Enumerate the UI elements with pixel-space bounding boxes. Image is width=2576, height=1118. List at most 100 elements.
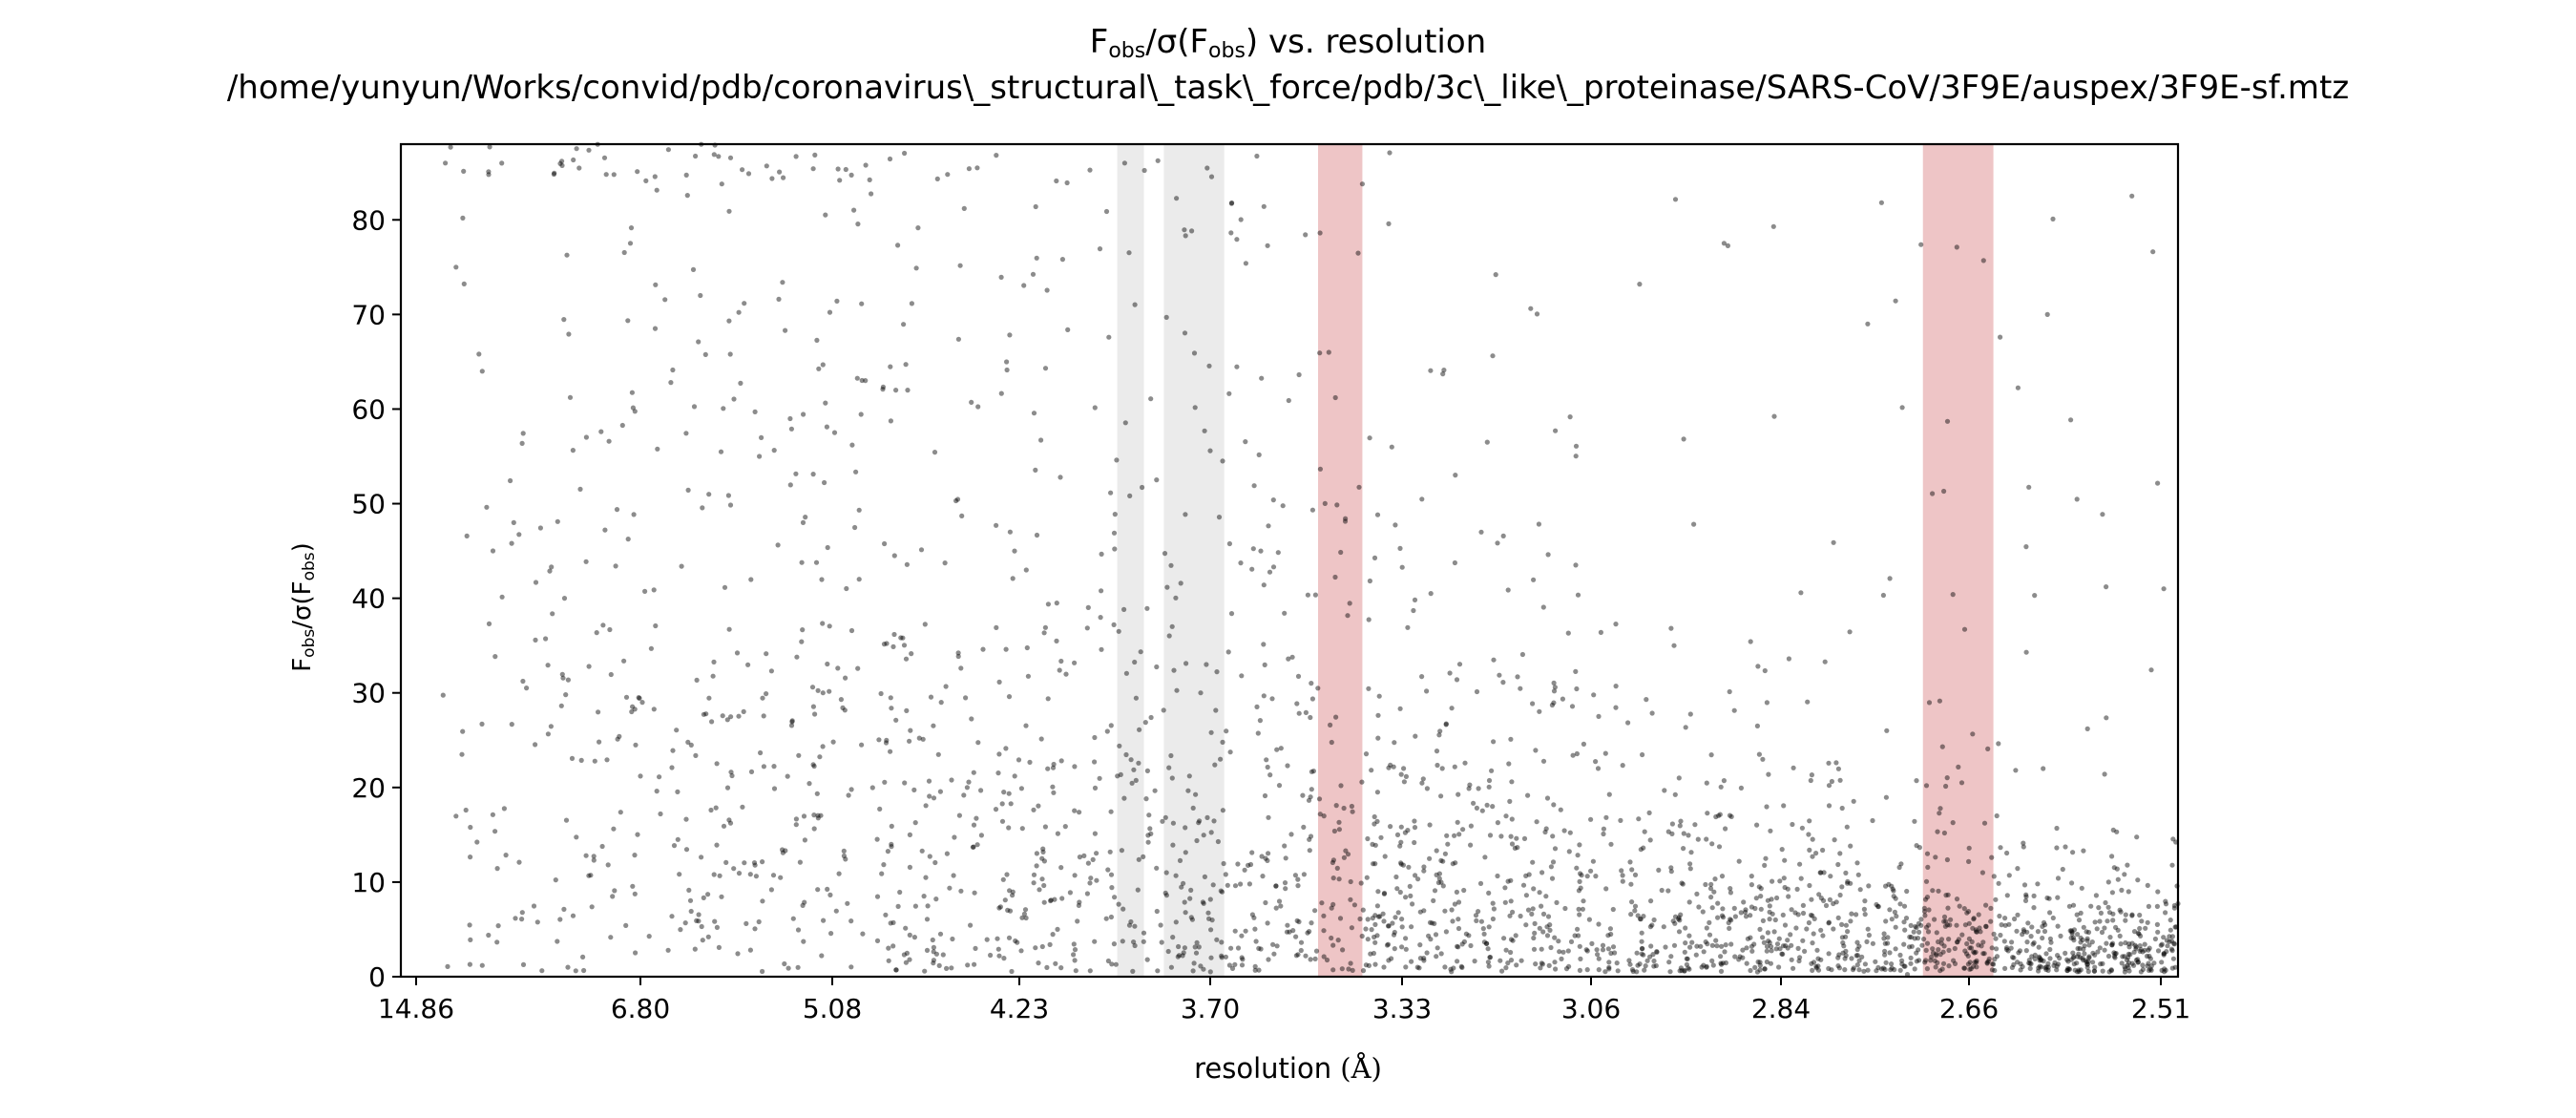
data-point <box>1764 959 1770 965</box>
data-point <box>931 960 936 966</box>
data-point <box>598 429 604 434</box>
data-point <box>534 919 540 925</box>
data-point <box>1372 934 1377 940</box>
data-point <box>699 854 704 860</box>
data-point <box>1577 943 1582 949</box>
data-point <box>1381 890 1388 897</box>
data-point <box>1684 956 1689 961</box>
data-point <box>1721 241 1727 246</box>
data-point <box>1185 788 1191 793</box>
data-point <box>1076 902 1081 909</box>
data-point <box>1875 904 1881 910</box>
data-point <box>1440 858 1446 864</box>
data-point <box>2099 929 2105 936</box>
data-point <box>1539 960 1544 966</box>
data-point <box>1894 914 1899 919</box>
data-point <box>2098 910 2104 917</box>
data-point <box>1428 937 1434 942</box>
data-point <box>1394 832 1401 838</box>
data-point <box>1509 841 1516 847</box>
data-point <box>1189 228 1195 234</box>
data-point <box>1007 332 1013 338</box>
data-point <box>1235 861 1241 867</box>
data-point <box>2038 957 2043 962</box>
data-point <box>2081 946 2086 952</box>
data-point <box>1306 797 1312 803</box>
data-point <box>836 871 842 876</box>
data-point <box>1955 939 1960 945</box>
data-point <box>1419 496 1425 502</box>
data-point <box>1371 950 1376 957</box>
data-point <box>1427 919 1434 925</box>
data-point <box>2055 895 2061 900</box>
data-point <box>637 695 642 702</box>
data-point <box>1261 693 1267 699</box>
data-point <box>2165 943 2170 949</box>
data-point <box>793 471 799 476</box>
data-point <box>1935 960 1940 966</box>
data-point <box>819 577 825 582</box>
data-point <box>969 399 974 405</box>
data-point <box>653 282 659 287</box>
data-point <box>516 859 522 865</box>
data-point <box>2171 905 2177 911</box>
data-point <box>1908 960 1914 966</box>
data-point <box>1051 790 1057 795</box>
data-point <box>713 805 719 811</box>
data-point <box>2070 850 2076 855</box>
data-point <box>669 914 675 919</box>
data-point <box>1709 942 1715 948</box>
data-point <box>841 848 847 854</box>
data-point <box>1393 915 1398 920</box>
data-point <box>1445 841 1451 847</box>
data-point <box>1208 830 1214 835</box>
data-point <box>1971 917 1977 922</box>
data-point <box>1426 933 1432 939</box>
data-point <box>2045 967 2051 974</box>
data-point <box>1309 681 1314 686</box>
data-point <box>903 925 909 931</box>
data-point <box>1298 939 1305 945</box>
data-point <box>486 621 492 627</box>
data-point <box>1833 760 1839 766</box>
data-point <box>675 836 681 842</box>
data-point <box>1749 882 1754 888</box>
data-point <box>621 249 627 256</box>
data-point <box>834 298 840 304</box>
data-point <box>890 919 896 926</box>
data-point <box>2013 768 2019 773</box>
data-point <box>1392 929 1397 936</box>
data-point <box>722 584 728 590</box>
data-point <box>1460 827 1466 833</box>
data-point <box>1678 818 1684 824</box>
x-tick-label: 3.06 <box>1561 993 1621 1024</box>
data-point <box>1901 919 1907 925</box>
data-point <box>959 513 965 519</box>
data-point <box>1723 826 1728 832</box>
data-point <box>2048 939 2054 945</box>
data-point <box>2102 947 2107 953</box>
data-point <box>1399 917 1405 922</box>
data-point <box>1435 762 1440 769</box>
data-point <box>1477 880 1484 887</box>
data-point <box>971 822 977 828</box>
data-point <box>1930 946 1936 952</box>
data-point <box>1405 624 1411 630</box>
data-point <box>1228 200 1234 206</box>
data-point <box>885 849 891 854</box>
data-point <box>1826 760 1832 766</box>
data-point <box>1576 933 1581 939</box>
data-point <box>947 885 953 891</box>
data-point <box>1854 962 1860 968</box>
data-point <box>1760 935 1766 940</box>
data-point <box>668 380 674 386</box>
data-point <box>2036 968 2042 974</box>
data-point <box>1451 965 1456 971</box>
data-point <box>1530 906 1536 912</box>
data-point <box>1719 943 1725 949</box>
data-point <box>628 225 635 231</box>
data-point <box>1549 702 1555 708</box>
data-point <box>566 331 572 337</box>
data-point <box>748 577 754 582</box>
data-point <box>1336 827 1342 833</box>
